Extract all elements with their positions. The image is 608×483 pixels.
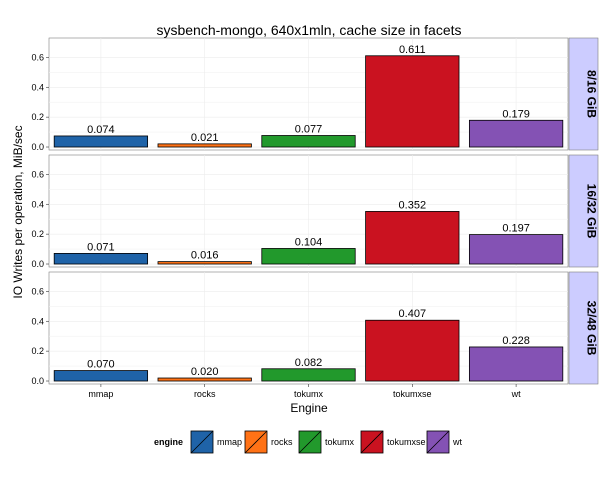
bar-wt xyxy=(468,119,564,148)
bar-value-label: 0.020 xyxy=(191,366,219,378)
bar-value-label: 0.016 xyxy=(191,250,219,262)
bar-tokumx xyxy=(261,368,356,382)
x-axis-label: Engine xyxy=(290,401,328,415)
bar-tokumxse xyxy=(365,319,460,382)
bar-value-label: 0.082 xyxy=(295,357,323,369)
facet-strip xyxy=(568,37,599,151)
y-tick-label: 0.6 xyxy=(31,286,44,296)
bar-wt xyxy=(468,346,564,382)
y-axis-label: IO Writes per operation, MiB/sec xyxy=(11,125,25,298)
bar-value-label: 0.407 xyxy=(399,308,427,320)
facet-strip xyxy=(568,271,599,385)
y-tick-label: 0.4 xyxy=(31,199,44,209)
y-tick-label: 0.2 xyxy=(31,229,44,239)
x-tick-label: tokumx xyxy=(294,389,324,399)
legend-swatch-slash xyxy=(426,430,450,454)
y-tick-label: 0.0 xyxy=(31,142,44,152)
legend-title: engine xyxy=(154,437,183,447)
legend: engine mmap rocks tokumx tokumxse wt xyxy=(154,430,462,454)
legend-label: tokumx xyxy=(325,437,355,447)
chart-title: sysbench-mongo, 640x1mln, cache size in … xyxy=(156,22,461,38)
x-tick-label: mmap xyxy=(88,389,113,399)
facet-panel: 0.0 0.2 0.4 0.6 0.070 0.020 0.082 0.407 0.228 32/… xyxy=(31,271,599,386)
legend-label: wt xyxy=(452,437,462,447)
y-tick-label: 0.2 xyxy=(31,112,44,122)
y-tick-label: 0.4 xyxy=(31,316,44,326)
bar-value-label: 0.077 xyxy=(295,124,323,136)
bar-mmap xyxy=(53,135,149,148)
bar-value-label: 0.071 xyxy=(87,241,115,253)
legend-entry-tokumxse: tokumxse xyxy=(360,430,426,454)
legend-label: mmap xyxy=(217,437,242,447)
facet-panel: 0.0 0.2 0.4 0.6 0.074 0.021 0.077 0.611 0.179 8/1… xyxy=(31,37,599,152)
bar-value-label: 0.179 xyxy=(502,108,530,120)
bar-value-label: 0.104 xyxy=(295,236,323,248)
y-tick-label: 0.6 xyxy=(31,169,44,179)
legend-swatch-slash xyxy=(298,430,322,454)
bar-mmap xyxy=(53,253,149,265)
bar-tokumx xyxy=(261,135,356,148)
bar-value-label: 0.228 xyxy=(502,335,530,347)
bar-value-label: 0.070 xyxy=(87,359,115,371)
bar-rocks xyxy=(157,143,252,148)
bar-value-label: 0.611 xyxy=(399,44,426,56)
bar-tokumx xyxy=(261,248,356,265)
bar-value-label: 0.021 xyxy=(191,132,219,144)
legend-swatch-slash xyxy=(190,430,214,454)
x-tick-label: rocks xyxy=(194,389,216,399)
legend-entry-rocks: rocks xyxy=(244,430,293,454)
legend-swatch-slash xyxy=(360,430,384,454)
facet-strip-label: 8/16 GiB xyxy=(585,70,599,118)
facet-panels: 0.0 0.2 0.4 0.6 0.074 0.021 0.077 0.611 0.179 8/1… xyxy=(31,37,599,386)
x-tick-label: tokumxse xyxy=(393,389,432,399)
y-tick-label: 0.2 xyxy=(31,346,44,356)
bar-rocks xyxy=(157,261,252,265)
bar-tokumxse xyxy=(365,211,460,265)
bar-mmap xyxy=(53,370,149,382)
facet-strip-label: 32/48 GiB xyxy=(585,301,599,356)
bar-value-label: 0.074 xyxy=(87,124,115,136)
x-tick-label: wt xyxy=(511,389,521,399)
bar-wt xyxy=(468,234,564,265)
legend-label: tokumxse xyxy=(387,437,426,447)
x-axis-ticks: mmap rocks tokumx tokumxse wt xyxy=(88,384,521,399)
legend-entry-wt: wt xyxy=(426,430,462,454)
bar-value-label: 0.352 xyxy=(399,199,427,211)
facet-strip-label: 16/32 GiB xyxy=(585,184,599,239)
legend-entry-tokumx: tokumx xyxy=(298,430,355,454)
bar-tokumxse xyxy=(365,55,460,148)
legend-swatch-slash xyxy=(244,430,268,454)
bar-value-label: 0.197 xyxy=(502,223,530,235)
bar-rocks xyxy=(157,377,252,382)
y-tick-label: 0.0 xyxy=(31,259,44,269)
facet-panel: 0.0 0.2 0.4 0.6 0.071 0.016 0.104 0.352 0.197 16/… xyxy=(31,154,599,269)
y-tick-label: 0.6 xyxy=(31,52,44,62)
y-tick-label: 0.0 xyxy=(31,376,44,386)
facet-strip xyxy=(568,154,599,268)
y-tick-label: 0.4 xyxy=(31,82,44,92)
legend-label: rocks xyxy=(271,437,293,447)
legend-entry-mmap: mmap xyxy=(190,430,242,454)
